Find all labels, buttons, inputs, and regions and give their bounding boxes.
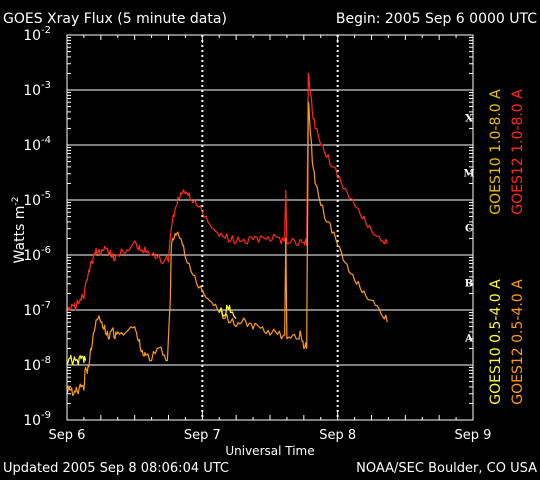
x-tick-label: Sep 9 <box>455 428 492 443</box>
y-tick-label: 10-8 <box>23 355 51 374</box>
flare-class-b: B <box>465 279 473 290</box>
series-group <box>66 72 388 396</box>
legend-entry: GOES10 1.0-8.0 A <box>488 89 504 215</box>
series-line <box>66 354 87 366</box>
series-line <box>66 101 388 396</box>
x-tick-label: Sep 7 <box>184 428 221 443</box>
y-axis-label: Watts m-2 <box>11 197 28 264</box>
x-tick-label: Sep 8 <box>319 428 356 443</box>
credit-label: NOAA/SEC Boulder, CO USA <box>356 461 537 476</box>
legend-entry: GOES12 1.0-8.0 A <box>510 89 526 215</box>
y-tick-label: 10-2 <box>23 25 51 44</box>
flare-class-x: X <box>465 114 473 125</box>
y-tick-label: 10-9 <box>23 410 51 429</box>
flare-class-m: M <box>463 169 474 180</box>
legend-entry: GOES12 0.5-4.0 A <box>510 279 526 405</box>
legend: GOES10 1.0-8.0 A GOES12 1.0-8.0 A GOES10 0… <box>488 89 526 405</box>
x-tick-label: Sep 6 <box>49 428 86 443</box>
series-line <box>218 304 237 319</box>
flare-class-labels: X M C B A <box>463 114 474 345</box>
flare-class-c: C <box>465 224 473 235</box>
chart-title: GOES Xray Flux (5 minute data) <box>3 11 227 27</box>
y-axis-ticks: 10-2 10-3 10-4 10-5 10-6 10-7 10-8 10-9 <box>23 25 473 429</box>
plot-frame <box>66 34 474 421</box>
x-axis-label: Universal Time <box>225 444 314 458</box>
begin-label: Begin: 2005 Sep 6 0000 UTC <box>336 11 537 27</box>
series-line <box>66 72 388 311</box>
y-tick-label: 10-5 <box>23 190 51 209</box>
flare-class-a: A <box>464 334 473 345</box>
updated-timestamp: Updated 2005 Sep 8 08:06:04 UTC <box>3 461 229 476</box>
legend-entry: GOES10 0.5-4.0 A <box>488 279 504 405</box>
y-tick-label: 10-4 <box>23 135 51 154</box>
y-tick-label: 10-6 <box>23 245 51 264</box>
y-tick-label: 10-3 <box>23 80 51 99</box>
y-tick-label: 10-7 <box>23 300 51 319</box>
grid <box>67 35 473 420</box>
x-axis-ticks: Sep 6 Sep 7 Sep 8 Sep 9 <box>49 35 492 443</box>
